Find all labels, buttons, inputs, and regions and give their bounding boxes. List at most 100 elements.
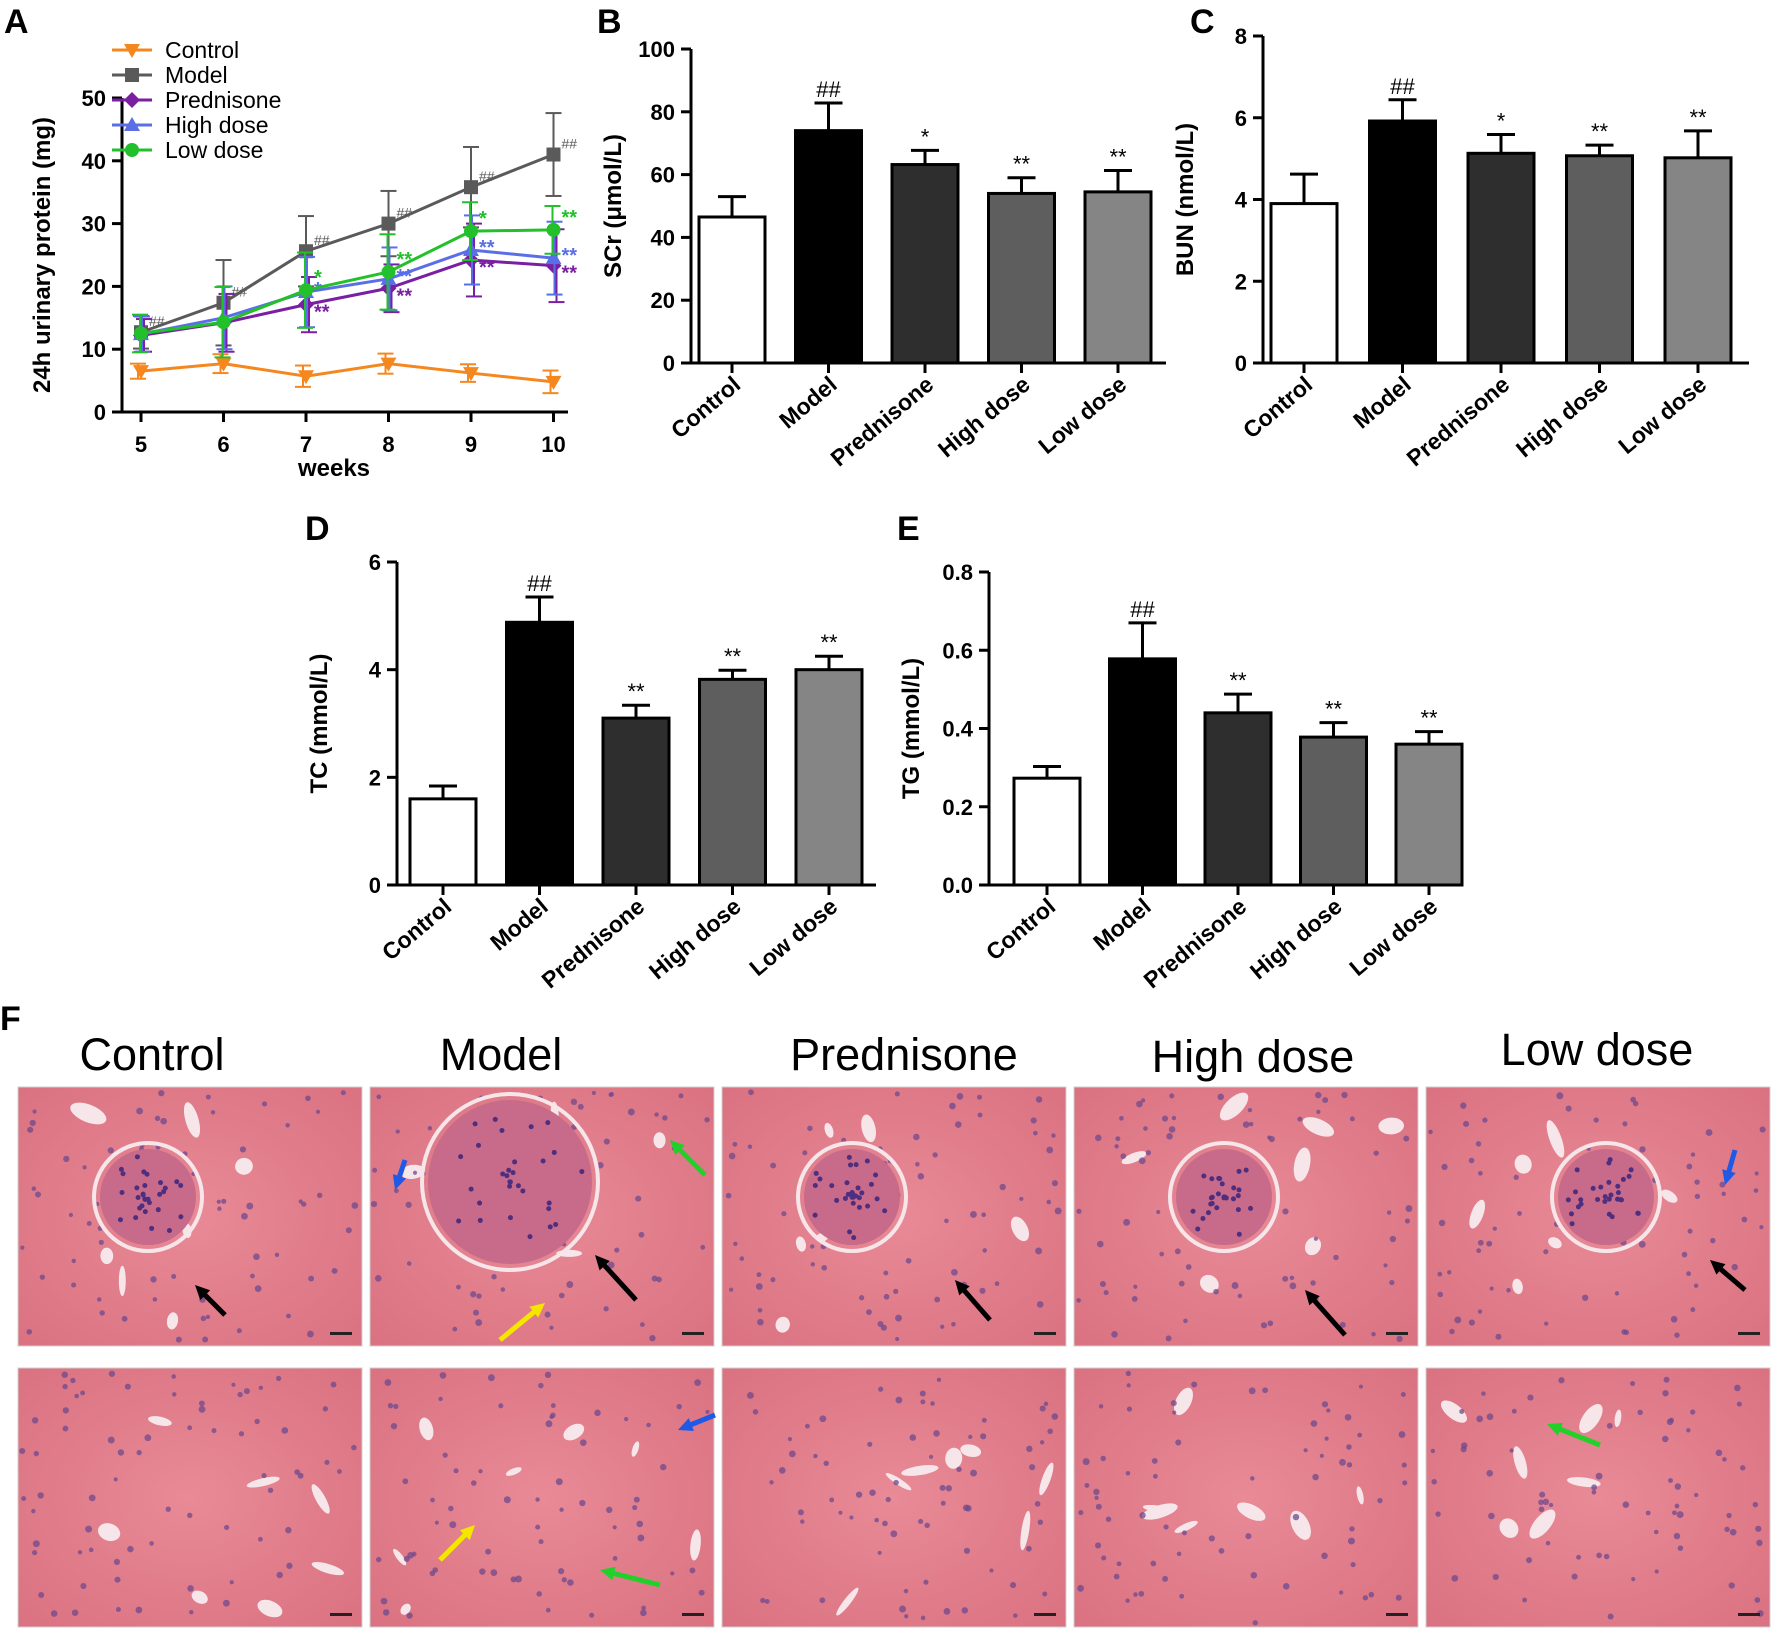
bar-low-dose — [794, 668, 864, 887]
significance-label: ** — [314, 302, 330, 324]
series-control — [130, 352, 562, 395]
histology-image-2-1 — [17, 1367, 363, 1628]
significance-label: ** — [1013, 152, 1031, 177]
bowman-capsule — [796, 1141, 908, 1253]
nucleus — [1303, 1448, 1308, 1453]
nucleus — [1492, 1226, 1497, 1231]
nucleus — [1209, 1201, 1215, 1207]
nucleus — [1218, 1548, 1225, 1554]
nucleus — [1398, 1431, 1406, 1438]
nucleus — [1486, 1469, 1494, 1477]
nucleus — [649, 1334, 656, 1342]
x-tick-label: Low dose — [1033, 371, 1131, 459]
nucleus — [981, 1417, 987, 1423]
histology-image-1-5 — [1425, 1086, 1771, 1347]
nucleus — [166, 1227, 172, 1233]
nucleus — [434, 1520, 439, 1525]
nucleus — [977, 1094, 983, 1100]
data-point — [546, 222, 561, 237]
nucleus — [1190, 1208, 1196, 1214]
legend-swatch-marker — [125, 68, 139, 82]
nucleus — [1396, 1335, 1403, 1343]
x-tick-label: Low dose — [1613, 371, 1711, 459]
data-point — [464, 224, 478, 239]
nucleus — [477, 1200, 483, 1206]
nucleus — [370, 1200, 378, 1208]
nucleus — [1047, 1428, 1053, 1435]
nucleus — [555, 1478, 563, 1486]
tubule-lumen — [1010, 1216, 1030, 1242]
nucleus — [382, 1609, 390, 1616]
bar-high-dose — [1565, 154, 1634, 365]
x-tick-label: Low dose — [1344, 893, 1442, 981]
nucleus — [1176, 1551, 1182, 1557]
data-point — [464, 180, 478, 195]
bar-low-dose — [1663, 156, 1733, 365]
panel-letter: D — [305, 510, 330, 548]
nucleus — [108, 1370, 116, 1377]
nucleus — [1217, 1176, 1223, 1182]
nucleus — [1237, 1293, 1243, 1299]
nucleus — [1200, 1215, 1206, 1221]
x-tick-label: Model — [485, 893, 553, 956]
x-tick-label: 6 — [217, 432, 229, 457]
nucleus — [1630, 1096, 1636, 1103]
nucleus — [694, 1379, 702, 1387]
nucleus — [635, 1195, 642, 1202]
nucleus — [285, 1123, 290, 1128]
nucleus — [68, 1212, 74, 1218]
tubule-lumen — [1141, 1503, 1178, 1520]
nucleus — [819, 1597, 826, 1604]
legend-item: High dose — [112, 112, 269, 138]
tubule-lumen — [1440, 1400, 1467, 1423]
significance-label: ## — [562, 136, 578, 152]
tubule-lumen — [1499, 1518, 1519, 1538]
nucleus — [1492, 1573, 1499, 1581]
nucleus — [500, 1171, 506, 1177]
y-tick-label: 20 — [651, 288, 675, 313]
nucleus — [614, 1247, 620, 1253]
nucleus — [37, 1492, 44, 1499]
nucleus — [1357, 1432, 1363, 1438]
nucleus — [1231, 1282, 1239, 1289]
nucleus — [510, 1576, 517, 1583]
nucleus — [479, 1568, 486, 1575]
y-tick-label: 0 — [663, 351, 675, 376]
nucleus — [1677, 1545, 1684, 1551]
x-tick-label: Prednisone — [1139, 893, 1252, 993]
nucleus — [1170, 1400, 1177, 1407]
nucleus — [1710, 1237, 1716, 1244]
nucleus — [74, 1393, 79, 1399]
significance-label: * — [479, 208, 487, 230]
nucleus — [31, 1508, 36, 1514]
yellow-arrow-head — [529, 1303, 545, 1318]
y-axis-label: BUN (nmol/L) — [1172, 123, 1199, 276]
nucleus — [802, 1150, 808, 1156]
nucleus — [1383, 1263, 1388, 1268]
nucleus — [970, 1211, 977, 1218]
significance-label: ** — [397, 285, 413, 307]
nucleus — [549, 1325, 554, 1330]
nucleus — [989, 1568, 994, 1573]
nucleus — [187, 1425, 193, 1431]
nucleus — [503, 1496, 511, 1504]
y-tick-label: 8 — [1235, 24, 1247, 49]
nucleus — [968, 1434, 973, 1440]
nucleus — [1719, 1181, 1726, 1188]
nucleus — [577, 1103, 584, 1110]
nucleus — [520, 1188, 526, 1194]
bar-model — [505, 620, 574, 887]
y-tick-label: 4 — [1235, 188, 1248, 213]
nucleus — [1631, 1577, 1636, 1582]
data-point — [381, 216, 396, 231]
green-arrow — [607, 1569, 661, 1588]
tubule-lumen — [1661, 1189, 1678, 1203]
nucleus — [844, 1180, 850, 1186]
nucleus — [254, 1418, 260, 1425]
nucleus — [915, 1162, 920, 1167]
x-tick-label: 8 — [382, 432, 394, 457]
nucleus — [121, 1315, 128, 1322]
nucleus — [393, 1403, 399, 1410]
panel-c-bar-chart: 0 2 4 6 8 BUN (nmol/L) Control ## Model * Predniso… — [1172, 24, 1749, 471]
tubule-lumen — [1512, 1278, 1523, 1295]
